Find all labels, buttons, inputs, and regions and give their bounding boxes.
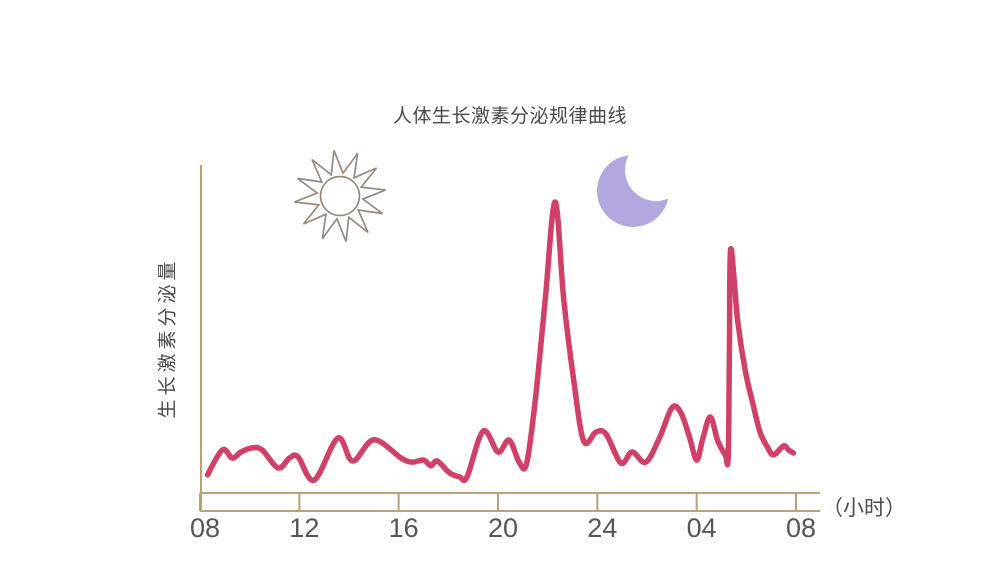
chart-title: 人体生长激素分泌规律曲线 xyxy=(392,106,628,127)
x-tick-label: 08 xyxy=(189,513,221,543)
x-tick-label: 12 xyxy=(289,513,320,543)
x-tick-label: 04 xyxy=(686,513,717,543)
sun-icon xyxy=(294,150,386,242)
moon-icon xyxy=(597,139,687,227)
secretion-curve xyxy=(204,199,797,484)
x-tick-label: 08 xyxy=(785,513,817,543)
x-axis-unit-label: （小时） xyxy=(822,497,906,520)
axis-lines xyxy=(199,165,820,512)
x-tick-label: 24 xyxy=(587,513,618,543)
x-tick-label: 16 xyxy=(388,513,419,543)
x-tick-label: 20 xyxy=(487,513,519,543)
